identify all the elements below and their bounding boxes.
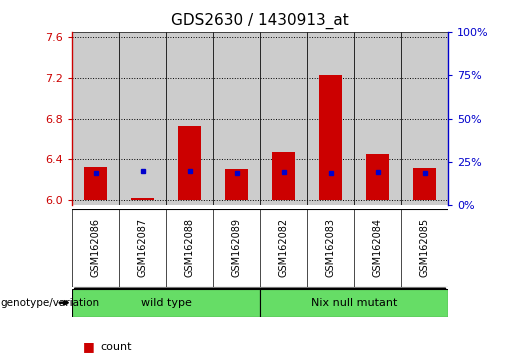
Text: GSM162083: GSM162083 bbox=[325, 218, 336, 277]
Text: GSM162086: GSM162086 bbox=[91, 218, 100, 277]
Bar bbox=[366, 154, 389, 200]
Bar bbox=[178, 126, 201, 200]
Text: GSM162085: GSM162085 bbox=[420, 218, 430, 278]
Bar bbox=[225, 169, 248, 200]
Text: GSM162084: GSM162084 bbox=[372, 218, 383, 277]
Bar bbox=[119, 32, 166, 205]
Bar bbox=[72, 32, 119, 205]
Text: GSM162089: GSM162089 bbox=[232, 218, 242, 277]
Title: GDS2630 / 1430913_at: GDS2630 / 1430913_at bbox=[171, 13, 349, 29]
Bar bbox=[401, 32, 448, 205]
Bar bbox=[272, 152, 295, 200]
Bar bbox=[213, 32, 260, 205]
Bar bbox=[319, 75, 342, 200]
Bar bbox=[413, 167, 436, 200]
Text: ■: ■ bbox=[82, 341, 94, 353]
Bar bbox=[260, 289, 448, 317]
Text: GSM162088: GSM162088 bbox=[184, 218, 195, 277]
Bar bbox=[72, 289, 260, 317]
Bar bbox=[354, 32, 401, 205]
Text: Nix null mutant: Nix null mutant bbox=[311, 298, 397, 308]
Text: GSM162082: GSM162082 bbox=[279, 218, 288, 278]
Text: genotype/variation: genotype/variation bbox=[0, 298, 99, 308]
Text: wild type: wild type bbox=[141, 298, 192, 308]
Text: GSM162087: GSM162087 bbox=[138, 218, 148, 278]
Bar bbox=[166, 32, 213, 205]
Text: count: count bbox=[100, 342, 132, 352]
Bar bbox=[84, 166, 107, 200]
Bar bbox=[131, 198, 154, 200]
Bar bbox=[260, 32, 307, 205]
Bar bbox=[307, 32, 354, 205]
